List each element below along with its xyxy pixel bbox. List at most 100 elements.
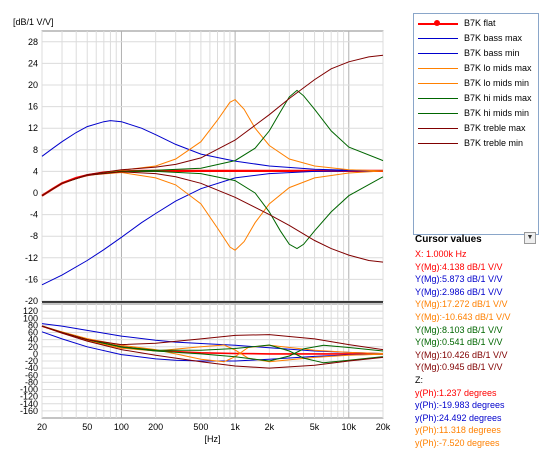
chart-panel-magnitude: 28 24 20 16 12 8 4 0 -4 -8 -12 -16 -20: [25, 30, 384, 306]
y-tick-label: 100: [23, 313, 38, 323]
legend-label: B7K lo mids max: [464, 63, 532, 73]
cursor-value-line: y(Ph):24.492 degrees: [415, 412, 502, 423]
cursor-values-title: Cursor values: [415, 234, 482, 245]
x-tick-label: 2k: [265, 422, 275, 432]
legend-panel[interactable]: B7K flat B7K bass max B7K bass min B7K lo m…: [413, 13, 539, 235]
x-tick-label: 50: [82, 422, 92, 432]
y-tick-label: 80: [28, 320, 38, 330]
series-line-b7k-treble-max: [41, 54, 384, 197]
legend-swatch: [418, 128, 458, 129]
x-tick-label: 100: [114, 422, 129, 432]
x-tick-label: 200: [148, 422, 163, 432]
cursor-value-line: Y(Mg):17.272 dB/1 V/V: [415, 299, 508, 310]
y-tick-label: -4: [30, 210, 38, 220]
legend-label: B7K hi mids max: [464, 93, 532, 103]
y-tick-label: -16: [25, 274, 38, 284]
y-tick-label: -40: [25, 363, 38, 373]
cursor-value-line: Y(Mg):0.945 dB/1 V/V: [415, 362, 503, 373]
cursor-value-line: y(Ph):-19.983 degrees: [415, 400, 505, 411]
legend-item[interactable]: B7K bass max: [416, 32, 538, 46]
legend-swatch: [418, 98, 458, 99]
cursor-value-line: y(Ph):11.318 degrees: [415, 425, 501, 436]
x-tick-label: 20: [37, 422, 47, 432]
legend-item[interactable]: B7K bass min: [416, 47, 538, 61]
legend-label: B7K flat: [464, 18, 496, 28]
legend-swatch: [418, 68, 458, 69]
legend-item[interactable]: B7K flat: [416, 17, 538, 31]
y-tick-label: 16: [28, 102, 38, 112]
series-line-b7k-lo-mids-max: [41, 98, 384, 197]
y-tick-label: 20: [28, 342, 38, 352]
cursor-value-line: y(Ph):-7.520 degrees: [415, 438, 500, 448]
series-line-b7k-lo-mids-min: [41, 325, 384, 363]
cursor-value-line: Y(Mg):-10.643 dB/1 V/V: [415, 312, 511, 322]
y-tick-label: -120: [20, 392, 38, 402]
y-tick-label: 8: [33, 145, 38, 155]
series-line-b7k-treble-min: [41, 171, 384, 263]
legend-item[interactable]: B7K hi mids min: [416, 107, 538, 121]
legend-item[interactable]: B7K treble min: [416, 137, 538, 151]
cursor-value-line: Z:: [415, 375, 423, 385]
legend-label: B7K treble max: [464, 123, 526, 133]
y-tick-label: 120: [23, 306, 38, 316]
cursor-dropdown-button[interactable]: ▼: [524, 232, 536, 244]
cursor-value-line: X: 1.000k Hz: [415, 249, 467, 259]
series-line-b7k-bass-min: [41, 323, 384, 354]
y-tick-label: -12: [25, 253, 38, 263]
legend-label: B7K hi mids min: [464, 108, 530, 118]
cursor-values-panel: Cursor values ▼ X: 1.000k Hz Y(Mg):4.138 …: [413, 232, 539, 450]
y-tick-label: 0: [33, 349, 38, 359]
y-tick-label: 12: [28, 123, 38, 133]
legend-label: B7K treble min: [464, 138, 524, 148]
cursor-value-line: Y(Mg):4.138 dB/1 V/V: [415, 261, 503, 272]
legend-item[interactable]: B7K treble max: [416, 122, 538, 136]
cursor-value-line: Y(Mg):8.103 dB/1 V/V: [415, 324, 503, 335]
legend-swatch: [418, 38, 458, 39]
x-axis-label: [Hz]: [204, 434, 220, 444]
legend-label: B7K bass max: [464, 33, 523, 43]
legend-item[interactable]: B7K lo mids min: [416, 77, 538, 91]
legend-swatch: [418, 83, 458, 84]
x-tick-label: 1k: [230, 422, 240, 432]
y-tick-label: -60: [25, 370, 38, 380]
cursor-value-line: Y(Mg):2.986 dB/1 V/V: [415, 286, 503, 297]
cursor-value-line: Y(Mg):0.541 dB/1 V/V: [415, 337, 503, 348]
y-tick-label: -80: [25, 377, 38, 387]
legend-swatch: [418, 143, 458, 144]
legend-label: B7K lo mids min: [464, 78, 530, 88]
series-line-b7k-bass-max: [41, 331, 384, 362]
y-tick-label: 4: [33, 166, 38, 176]
y-tick-label: -140: [20, 399, 38, 409]
legend-item[interactable]: B7K hi mids max: [416, 92, 538, 106]
y-tick-label: -20: [25, 356, 38, 366]
x-tick-label: 20k: [376, 422, 391, 432]
legend-item[interactable]: B7K lo mids max: [416, 62, 538, 76]
cursor-value-line: y(Ph):1.237 degrees: [415, 387, 497, 398]
cursor-value-line: Y(Mg):10.426 dB/1 V/V: [415, 349, 508, 360]
y-tick-label: -8: [30, 231, 38, 241]
x-tick-label: 500: [193, 422, 208, 432]
y-tick-label: 24: [28, 58, 38, 68]
legend-swatch: [418, 113, 458, 114]
series-line-b7k-bass-min: [41, 170, 383, 286]
legend-swatch: [418, 53, 458, 54]
series-line-b7k-bass-max: [41, 120, 384, 172]
y-tick-label: 28: [28, 37, 38, 47]
legend-marker-icon: [434, 20, 440, 26]
y-tick-label: 40: [28, 335, 38, 345]
y-tick-label: -20: [25, 296, 38, 306]
cursor-value-line: Y(Mg):5.873 dB/1 V/V: [415, 274, 503, 285]
y-axis-label: [dB/1 V/V]: [13, 17, 54, 27]
y-tick-label: 20: [28, 80, 38, 90]
y-tick-label: -100: [20, 385, 38, 395]
x-tick-label: 10k: [342, 422, 357, 432]
legend-label: B7K bass min: [464, 48, 520, 58]
y-tick-label: 0: [33, 188, 38, 198]
chart-panel-phase: 120100806040200-20-40-60-80-100-120-140-…: [20, 303, 384, 419]
y-tick-label: -160: [20, 406, 38, 416]
series-line-b7k-treble-min: [41, 325, 384, 369]
x-tick-label: 5k: [310, 422, 320, 432]
series-line-b7k-treble-max: [41, 325, 384, 351]
y-tick-label: 60: [28, 328, 38, 338]
